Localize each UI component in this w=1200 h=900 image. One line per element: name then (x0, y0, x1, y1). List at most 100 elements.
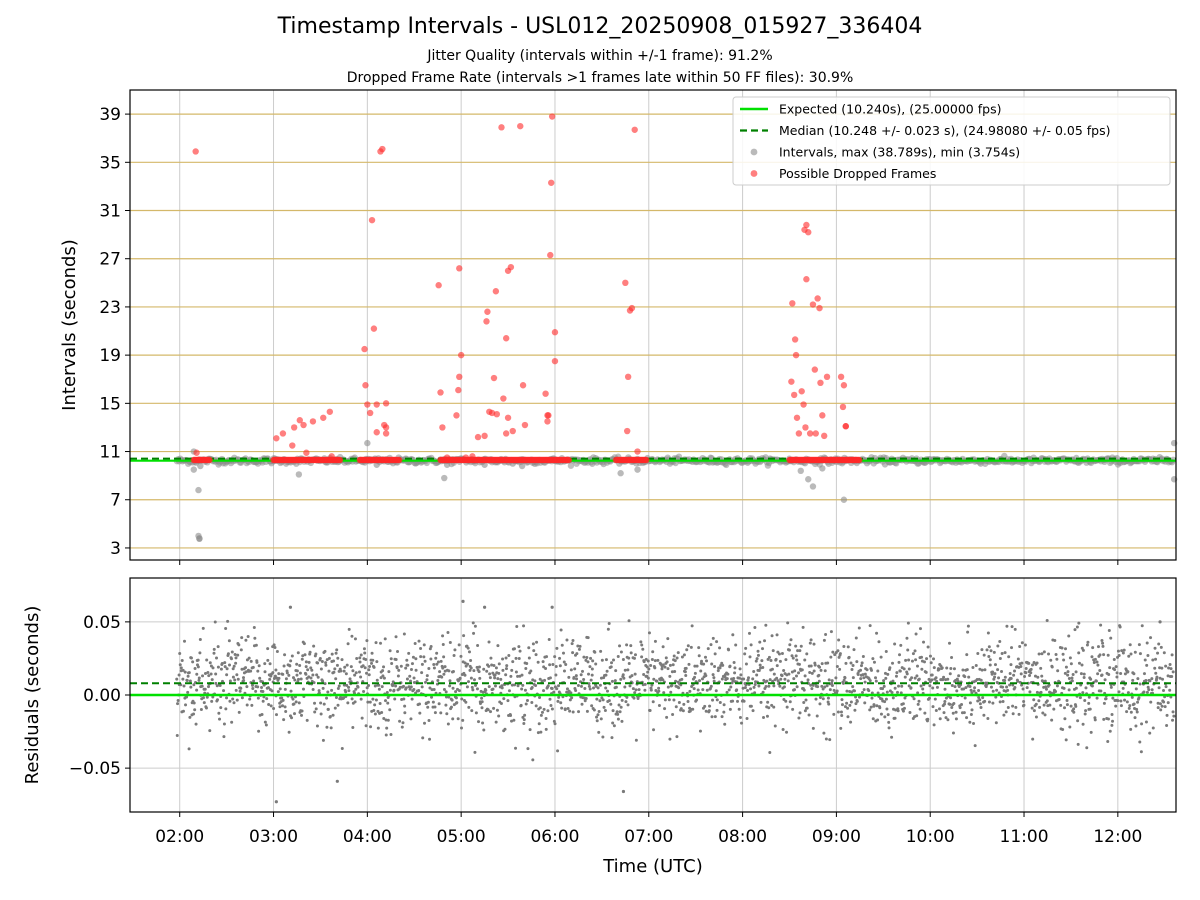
residual-point (313, 710, 317, 714)
residual-point (273, 646, 277, 650)
residual-point (435, 651, 439, 655)
residual-point (374, 641, 378, 645)
residual-point (219, 706, 223, 710)
residual-point (883, 700, 887, 704)
residual-point (342, 683, 346, 687)
residual-point (895, 690, 899, 694)
residual-point (290, 716, 294, 720)
residual-point (335, 663, 339, 667)
residual-point (615, 710, 619, 714)
residual-point (627, 619, 631, 623)
residual-point (824, 737, 828, 741)
residual-point (319, 667, 323, 671)
residual-point (395, 666, 399, 670)
residual-point (600, 658, 604, 662)
residual-point (706, 647, 710, 651)
residual-point (1084, 686, 1088, 690)
dropped-frame-point (498, 124, 505, 131)
residual-point (639, 640, 643, 644)
dropped-frame-point (791, 336, 799, 343)
residual-point (692, 687, 696, 691)
residual-point (488, 672, 492, 676)
residual-point (727, 648, 731, 652)
residual-point (924, 670, 928, 674)
residual-point (753, 625, 757, 629)
residual-point (1042, 703, 1046, 707)
residual-point (901, 709, 905, 713)
residual-point (201, 696, 205, 700)
residual-point (984, 685, 988, 689)
residual-point (917, 677, 921, 681)
residual-point (453, 648, 457, 652)
residual-point (689, 645, 693, 649)
residual-point (1159, 708, 1163, 712)
residual-point (383, 699, 387, 703)
dropped-frame-point (364, 401, 371, 408)
residual-point (949, 696, 953, 700)
residual-point (1074, 670, 1078, 674)
residual-point (1086, 640, 1090, 644)
residual-point (742, 677, 746, 681)
dropped-frame-point (206, 456, 213, 464)
residual-point (461, 599, 465, 604)
residual-point (251, 687, 255, 691)
residual-point (317, 689, 321, 693)
residual-point (234, 688, 238, 692)
residual-point (384, 718, 388, 722)
residual-point (891, 661, 895, 665)
residual-point (980, 648, 984, 652)
residual-point (672, 654, 676, 658)
residual-point (295, 669, 299, 673)
residual-point (1158, 676, 1162, 680)
residual-point (1028, 673, 1032, 677)
dropped-frame-point (624, 373, 632, 381)
residual-point (386, 701, 390, 705)
residual-point (318, 657, 322, 661)
dropped-frame-point (490, 374, 498, 382)
residual-point (715, 708, 719, 712)
interval-point (518, 462, 526, 470)
residual-point (343, 665, 347, 669)
residual-point (266, 686, 270, 690)
residual-point (878, 706, 882, 710)
residual-point (248, 697, 252, 701)
residual-point (752, 669, 756, 673)
dropped-frame-point (805, 229, 812, 236)
residual-point (1061, 652, 1065, 656)
residual-point (812, 669, 816, 673)
residual-point (568, 709, 572, 713)
residual-point (489, 710, 493, 714)
dropped-frame-point (800, 401, 807, 408)
residual-point (577, 647, 581, 651)
residual-point (1135, 710, 1139, 714)
residual-point (283, 653, 287, 657)
residual-point (693, 664, 697, 668)
residual-point (1102, 653, 1106, 657)
residual-point (476, 643, 480, 647)
residual-point (715, 698, 719, 702)
residual-point (496, 644, 500, 648)
residual-point (704, 709, 708, 713)
residual-point (409, 679, 413, 683)
residual-point (510, 668, 514, 672)
residual-point (376, 726, 380, 730)
residual-point (439, 711, 443, 715)
residual-point (559, 628, 563, 632)
residual-point (590, 704, 594, 708)
residual-point (774, 657, 778, 661)
residual-point (734, 643, 738, 647)
residual-point (353, 700, 357, 704)
residual-point (299, 713, 303, 717)
residual-point (798, 711, 802, 715)
residual-point (1119, 699, 1123, 703)
dropped-frame-point (370, 325, 378, 332)
residual-point (642, 672, 646, 676)
residual-point (986, 717, 990, 721)
residual-point (1115, 671, 1119, 675)
residual-point (284, 709, 288, 713)
residual-point (611, 709, 615, 713)
residual-point (715, 640, 719, 644)
residual-point (783, 677, 787, 681)
dropped-frame-point (806, 430, 814, 437)
residual-point (346, 642, 350, 646)
